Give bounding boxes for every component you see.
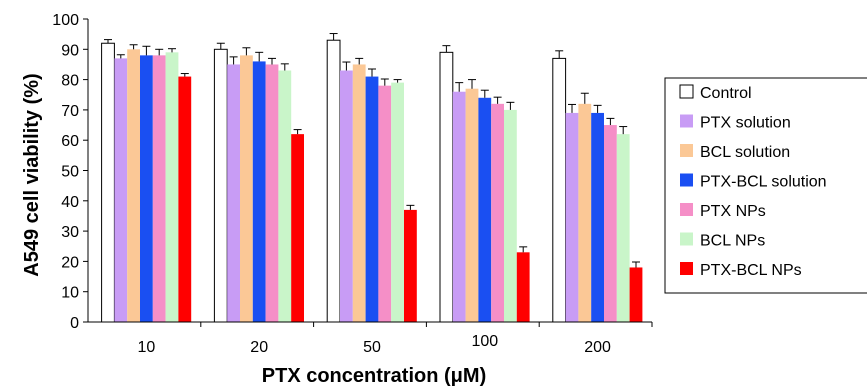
- bar: [178, 76, 192, 322]
- legend-swatch: [680, 262, 693, 275]
- bar: [240, 55, 253, 323]
- legend-label: PTX solution: [700, 115, 791, 132]
- bar: [227, 64, 240, 322]
- bar: [378, 85, 392, 322]
- y-tick-label: 0: [70, 315, 79, 332]
- legend-label: BCL NPs: [700, 233, 765, 250]
- bar: [604, 125, 617, 322]
- legend-swatch: [680, 114, 693, 128]
- y-tick-label: 100: [52, 12, 79, 29]
- bars-layer: [101, 33, 643, 323]
- y-axis-title: A549 cell viability (%): [21, 73, 43, 276]
- legend-swatch: [679, 84, 694, 99]
- bar: [516, 252, 530, 322]
- x-tick-label: 200: [584, 339, 611, 356]
- legend-label: PTX-BCL NPs: [700, 262, 802, 279]
- y-tick-label: 10: [61, 285, 79, 302]
- bar: [152, 55, 166, 323]
- bar: [213, 48, 228, 323]
- bar: [127, 49, 140, 323]
- bar: [352, 64, 366, 322]
- bar: [552, 57, 567, 323]
- bar: [404, 209, 417, 322]
- bar: [365, 76, 379, 322]
- y-tick-label: 80: [61, 73, 79, 90]
- y-tick-label: 20: [61, 254, 79, 271]
- legend-swatch: [680, 144, 693, 157]
- bar: [629, 267, 643, 322]
- bar: [278, 70, 292, 322]
- legend-swatch: [680, 203, 693, 216]
- bar: [504, 109, 517, 323]
- legend-label: Control: [700, 85, 752, 102]
- y-tick-label: 30: [61, 224, 79, 241]
- bar: [252, 61, 266, 323]
- bar: [165, 52, 179, 323]
- bar: [101, 42, 115, 323]
- legend-swatch: [680, 173, 693, 187]
- bar: [591, 112, 604, 323]
- legend-label: PTX-BCL solution: [700, 174, 827, 191]
- y-tick-label: 90: [61, 42, 79, 59]
- x-tick-label: 100: [471, 333, 498, 350]
- x-axis-title: PTX concentration (μM): [262, 365, 486, 387]
- legend: Control PTX solution BCL solution PTX-BCL s…: [664, 77, 867, 294]
- x-tick-label: 10: [138, 339, 156, 356]
- bar: [491, 103, 504, 322]
- legend-label: BCL solution: [700, 144, 790, 161]
- bar: [114, 58, 128, 322]
- x-tick-label: 20: [250, 339, 268, 356]
- legend-label: PTX NPs: [700, 203, 766, 220]
- bar: [578, 103, 592, 322]
- y-tick-label: 70: [61, 103, 79, 120]
- y-tick-label: 40: [61, 194, 79, 211]
- bar: [265, 64, 279, 322]
- bar: [439, 51, 454, 323]
- bar: [465, 88, 479, 322]
- legend-swatch: [680, 232, 693, 246]
- legend-frame: [664, 77, 867, 294]
- x-tick-label: 50: [363, 339, 381, 356]
- bar: [391, 82, 404, 322]
- bar: [565, 112, 579, 323]
- bar: [340, 70, 353, 322]
- bar: [326, 39, 341, 323]
- bar: [291, 134, 304, 322]
- bar: [616, 134, 630, 322]
- ticks-layer: 0 10 20 30 40 50 60 70 80 90 100 10 20 50 100 200: [52, 12, 653, 356]
- bar: [478, 97, 492, 322]
- bar: [140, 55, 153, 323]
- y-tick-label: 50: [61, 164, 79, 181]
- y-tick-label: 60: [61, 133, 79, 150]
- bar: [452, 91, 466, 322]
